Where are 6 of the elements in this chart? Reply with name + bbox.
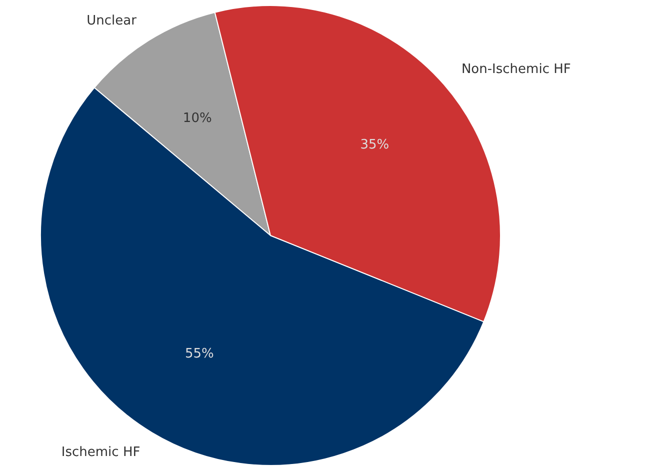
slice-label: Non-Ischemic HF xyxy=(461,62,571,78)
data-label: 35% xyxy=(360,137,390,152)
slice-label: Ischemic HF xyxy=(61,444,140,460)
slice-label: Unclear xyxy=(86,13,138,28)
data-label: 55% xyxy=(184,346,214,362)
data-label: 10% xyxy=(182,110,212,126)
